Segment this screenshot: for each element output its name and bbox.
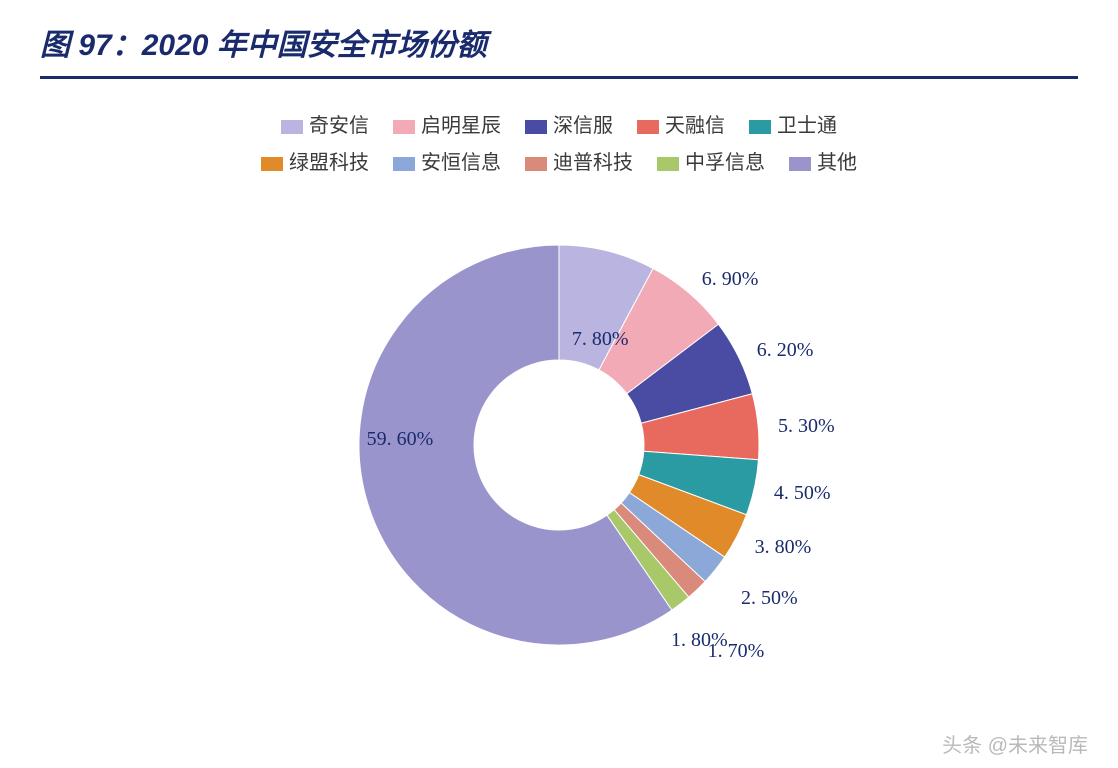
- legend-item: 卫士通: [749, 109, 837, 138]
- legend-row: 绿盟科技 安恒信息 迪普科技 中孚信息 其他: [120, 146, 998, 175]
- legend-label: 启明星辰: [421, 115, 501, 137]
- legend-item: 其他: [789, 146, 857, 175]
- slice-label: 7. 80%: [572, 328, 629, 351]
- legend-swatch: [261, 157, 283, 171]
- slice-label: 59. 60%: [367, 428, 434, 451]
- legend-swatch: [637, 120, 659, 134]
- legend-swatch: [789, 157, 811, 171]
- legend-label: 中孚信息: [685, 152, 765, 174]
- donut-chart: 7. 80% 6. 90% 6. 20% 5. 30% 4. 50% 3. 80% 2. 5…: [0, 185, 1118, 705]
- slice-label: 6. 90%: [702, 268, 759, 291]
- legend-swatch: [749, 120, 771, 134]
- legend-label: 奇安信: [309, 115, 369, 137]
- legend-label: 深信服: [553, 115, 613, 137]
- legend-label: 迪普科技: [553, 152, 633, 174]
- legend: 奇安信 启明星辰 深信服 天融信 卫士通绿盟科技 安恒信息 迪普科技 中孚信息 其他: [0, 109, 1118, 175]
- legend-label: 其他: [817, 152, 857, 174]
- legend-label: 卫士通: [777, 115, 837, 137]
- legend-item: 绿盟科技: [261, 146, 369, 175]
- legend-label: 安恒信息: [421, 152, 501, 174]
- legend-swatch: [525, 120, 547, 134]
- legend-item: 深信服: [525, 109, 613, 138]
- slice-label: 2. 50%: [741, 587, 798, 610]
- legend-swatch: [657, 157, 679, 171]
- slice-label: 4. 50%: [774, 482, 831, 505]
- legend-item: 启明星辰: [393, 109, 501, 138]
- legend-item: 迪普科技: [525, 146, 633, 175]
- legend-swatch: [393, 157, 415, 171]
- slice-label: 5. 30%: [778, 415, 835, 438]
- legend-item: 安恒信息: [393, 146, 501, 175]
- slice-label: 3. 80%: [755, 536, 812, 559]
- legend-label: 天融信: [665, 115, 725, 137]
- slice-label: 1. 70%: [708, 640, 765, 663]
- chart-title: 图 97：2020 年中国安全市场份额: [40, 20, 1078, 79]
- legend-swatch: [281, 120, 303, 134]
- slice-label: 6. 20%: [757, 339, 814, 362]
- legend-item: 中孚信息: [657, 146, 765, 175]
- legend-swatch: [393, 120, 415, 134]
- legend-item: 天融信: [637, 109, 725, 138]
- legend-item: 奇安信: [281, 109, 369, 138]
- legend-label: 绿盟科技: [289, 152, 369, 174]
- title-bar: 图 97：2020 年中国安全市场份额: [0, 0, 1118, 89]
- watermark: 头条 @未来智库: [942, 729, 1088, 758]
- legend-row: 奇安信 启明星辰 深信服 天融信 卫士通: [120, 109, 998, 138]
- legend-swatch: [525, 157, 547, 171]
